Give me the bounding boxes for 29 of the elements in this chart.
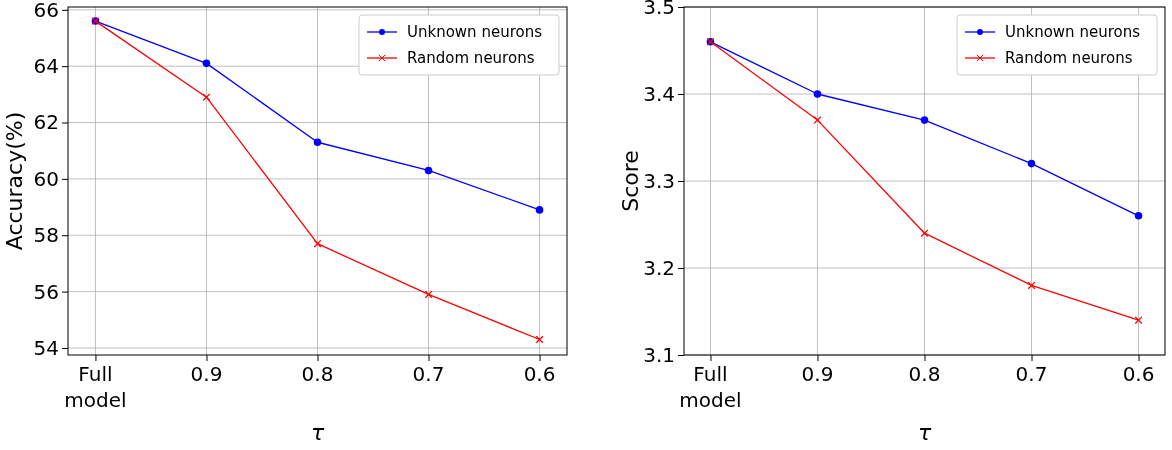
x-tick-label: 0.9	[801, 362, 834, 386]
y-tick-label: 62	[33, 110, 59, 135]
x-tick-label: 0.7	[1015, 362, 1048, 386]
y-tick-label: 58	[33, 223, 59, 248]
y-tick-label: 3.2	[643, 255, 675, 280]
legend-label: Random neurons	[407, 49, 535, 67]
y-axis-title: Accuracy(%)	[2, 111, 27, 251]
x-tick-label: 0.8	[301, 362, 334, 386]
x-tick-label: 0.6	[523, 362, 556, 386]
y-tick-label: 3.3	[643, 168, 675, 193]
x-axis-title: τ	[310, 420, 325, 445]
x-tick-label: 0.6	[1122, 362, 1155, 386]
y-tick-label: 66	[33, 0, 59, 22]
y-tick-label: 60	[33, 166, 59, 191]
y-axis-title: Score	[618, 150, 643, 212]
legend-label: Unknown neurons	[1005, 23, 1141, 41]
x-tick-label: 0.8	[908, 362, 941, 386]
x-tick-label: Full model	[679, 362, 742, 412]
y-tick-label: 64	[33, 54, 59, 79]
y-tick-label: 3.4	[643, 81, 675, 106]
legend-label: Unknown neurons	[407, 23, 543, 41]
y-tick-label: 54	[33, 335, 59, 360]
legend-label: Random neurons	[1005, 49, 1133, 67]
y-tick-label: 56	[33, 279, 59, 304]
x-tick-label: 0.9	[190, 362, 223, 386]
x-tick-label: 0.7	[412, 362, 445, 386]
x-axis-title: τ	[917, 420, 932, 445]
x-tick-label: Full model	[64, 362, 127, 412]
y-tick-label: 3.1	[643, 342, 675, 367]
